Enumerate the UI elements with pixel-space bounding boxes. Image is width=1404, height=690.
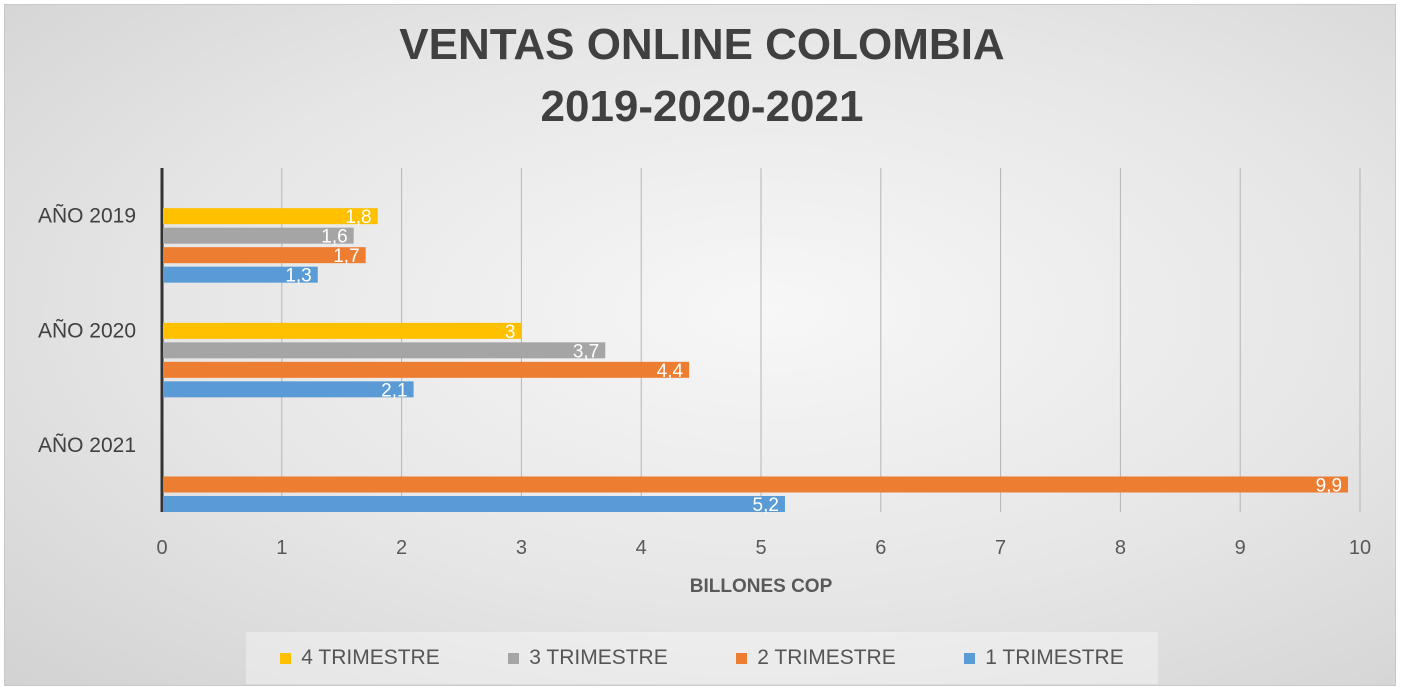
bar	[163, 476, 1349, 493]
category-label: AÑO 2019	[38, 204, 136, 228]
legend-item: 3 TRIMESTRE	[508, 646, 668, 670]
data-label: 1,3	[285, 266, 311, 287]
data-label: 1,7	[333, 246, 359, 267]
legend-item: 4 TRIMESTRE	[280, 646, 440, 670]
x-tick-label: 2	[396, 537, 407, 559]
chart-title: VENTAS ONLINE COLOMBIA 2019-2020-2021	[0, 14, 1404, 138]
x-axis-title: BILLONES COP	[690, 576, 833, 597]
x-tick-label: 6	[875, 537, 886, 559]
bar	[163, 342, 606, 359]
bar	[163, 322, 522, 339]
bar	[163, 266, 318, 283]
chart-legend: 4 TRIMESTRE 3 TRIMESTRE 2 TRIMESTRE 1 TRIME…	[246, 632, 1158, 684]
x-tick-label: 1	[276, 537, 287, 559]
data-label: 9,9	[1316, 476, 1342, 497]
x-tick-label: 4	[636, 537, 647, 559]
x-tick-label: 9	[1235, 537, 1246, 559]
data-label: 3	[505, 322, 516, 343]
chart-title-line-2: 2019-2020-2021	[540, 82, 864, 131]
chart-title-line-1: VENTAS ONLINE COLOMBIA	[399, 20, 1005, 69]
category-label: AÑO 2021	[38, 433, 136, 457]
x-tick-label: 8	[1115, 537, 1126, 559]
data-label: 1,8	[345, 207, 371, 228]
legend-swatch	[508, 652, 520, 664]
bar	[163, 227, 354, 244]
bar	[163, 208, 378, 225]
legend-label: 1 TRIMESTRE	[985, 646, 1124, 669]
legend-label: 3 TRIMESTRE	[529, 646, 668, 669]
legend-label: 2 TRIMESTRE	[757, 646, 896, 669]
data-label: 2,1	[381, 380, 407, 401]
bar	[163, 361, 690, 378]
bar	[163, 496, 785, 512]
x-tick-label: 5	[755, 537, 766, 559]
data-label: 1,6	[321, 227, 347, 248]
legend-item: 1 TRIMESTRE	[964, 646, 1124, 670]
legend-swatch	[280, 652, 292, 664]
legend-item: 2 TRIMESTRE	[736, 646, 896, 670]
legend-swatch	[964, 652, 976, 664]
data-label: 3,7	[573, 341, 599, 362]
bar	[163, 381, 414, 398]
legend-label: 4 TRIMESTRE	[301, 646, 440, 669]
x-tick-label: 7	[995, 537, 1006, 559]
data-label: 4,4	[657, 361, 684, 382]
x-tick-label: 0	[156, 537, 167, 559]
category-label: AÑO 2020	[38, 318, 136, 342]
legend-swatch	[736, 652, 748, 664]
x-tick-label: 10	[1349, 537, 1371, 559]
x-tick-label: 3	[516, 537, 527, 559]
bar	[163, 247, 366, 264]
data-label: 5,2	[753, 495, 779, 516]
